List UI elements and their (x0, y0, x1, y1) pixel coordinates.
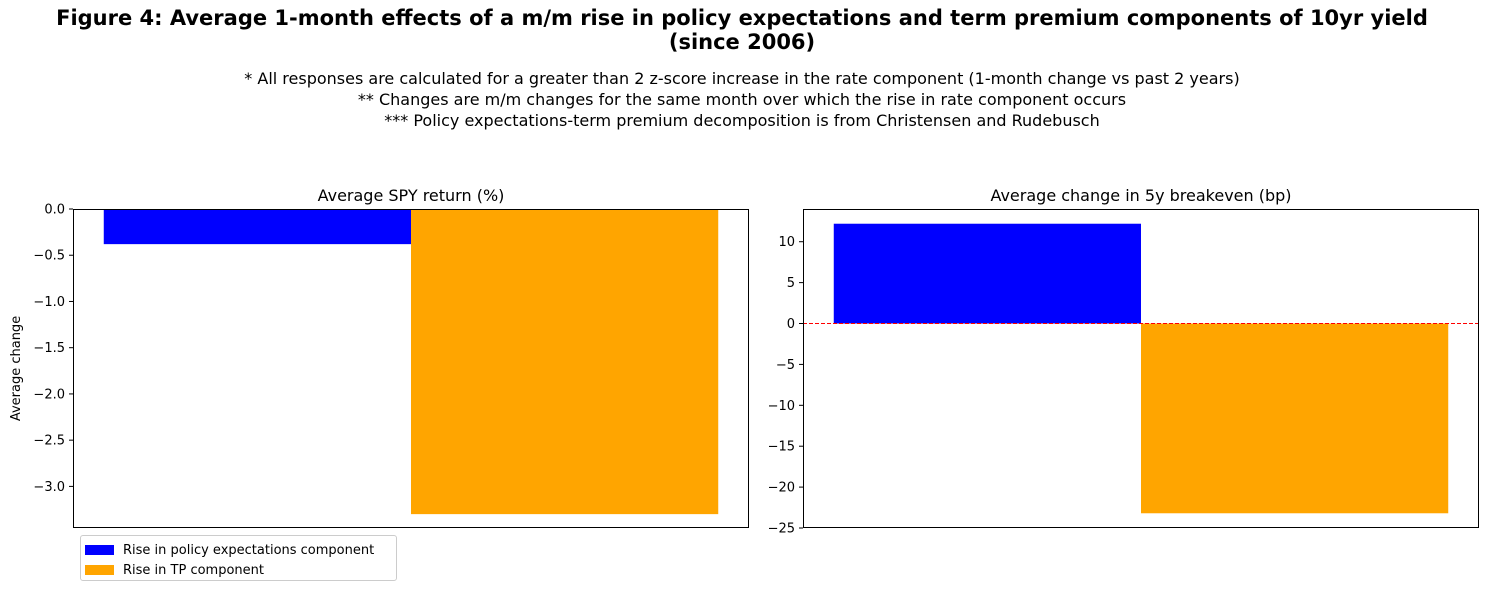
legend: Rise in policy expectations component Ri… (80, 535, 397, 581)
y-tick-label: −20 (768, 481, 795, 496)
bar-panel1-series1 (103, 209, 411, 245)
y-tick-label: −5 (776, 358, 795, 373)
plot-frame (73, 209, 749, 528)
y-tick-label: −1.5 (33, 341, 65, 356)
chart-panel-2: 10 5 0 −5 −10 −15 −20 −25 Average change in 5y b… (768, 186, 1479, 537)
plot-frame (803, 209, 1479, 528)
y-tick-label: −3.0 (33, 480, 65, 495)
bar-panel1-series2 (411, 209, 719, 515)
legend-swatch-policy (85, 545, 114, 555)
y-tick-label: −10 (768, 399, 795, 414)
figure-title: Figure 4: Average 1-month effects of a m… (0, 6, 1484, 54)
legend-item-tp: Rise in TP component (85, 561, 264, 579)
y-axis-label: Average change (9, 316, 24, 421)
y-tick-label: 10 (778, 235, 795, 250)
figure-note-3: *** Policy expectations-term premium dec… (384, 111, 1100, 130)
figure-title-line2: (since 2006) (668, 30, 816, 54)
figure-title-line1: Figure 4: Average 1-month effects of a m… (56, 6, 1428, 30)
figure-notes: * All responses are calculated for a gre… (0, 68, 1484, 131)
bar-panel2-series2 (1141, 323, 1449, 514)
y-tick-label: −2.5 (33, 434, 65, 449)
y-tick-label: 0 (787, 317, 795, 332)
y-tick-label: −25 (768, 522, 795, 537)
legend-item-policy: Rise in policy expectations component (85, 541, 374, 559)
y-tick-label: −2.0 (33, 387, 65, 402)
y-tick-label: −15 (768, 440, 795, 455)
y-tick-label: 0.0 (44, 203, 65, 218)
legend-swatch-tp (85, 565, 114, 575)
y-tick-label: 5 (787, 276, 795, 291)
bar-panel2-series1 (833, 223, 1141, 324)
legend-label-tp: Rise in TP component (123, 562, 264, 578)
figure-note-2: ** Changes are m/m changes for the same … (357, 90, 1127, 109)
legend-label-policy: Rise in policy expectations component (123, 542, 375, 558)
figure-note-1: * All responses are calculated for a gre… (244, 69, 1240, 88)
y-tick-label: −0.5 (33, 249, 65, 264)
chart-panel-1: 0.0 −0.5 −1.0 −1.5 −2.0 −2.5 −3.0 Average SPY r… (9, 186, 749, 528)
panel-title: Average change in 5y breakeven (bp) (990, 186, 1291, 205)
y-tick-label: −1.0 (33, 295, 65, 310)
panel-title: Average SPY return (%) (318, 186, 505, 205)
